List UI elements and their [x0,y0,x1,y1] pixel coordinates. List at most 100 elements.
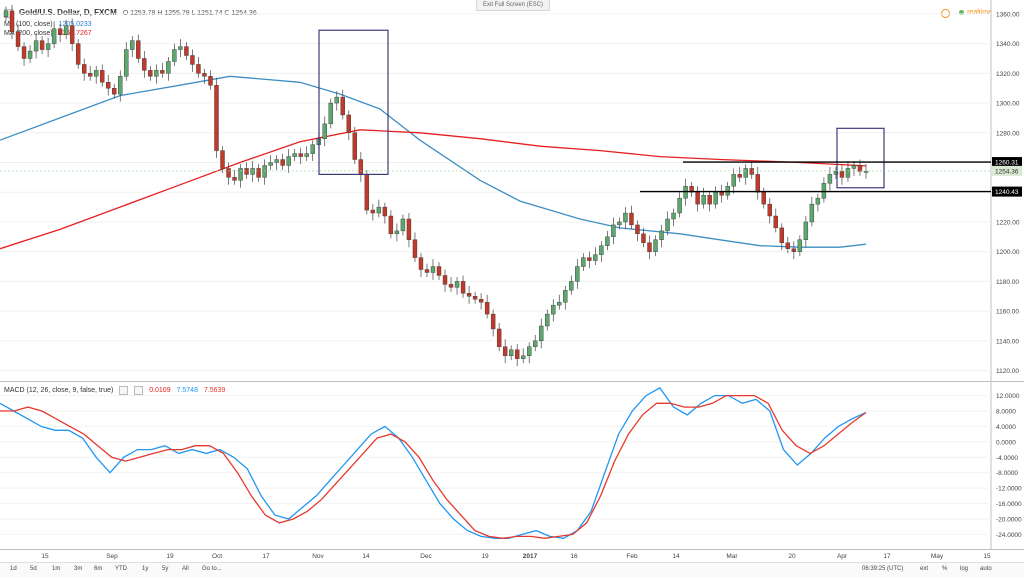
candle-body [33,40,39,52]
ma100-value: 1205.0233 [58,21,92,28]
macd-line [0,387,867,539]
candle-body [39,40,45,50]
auto-toggle[interactable]: auto [980,566,992,572]
exit-full-screen-button[interactable]: Exit Full Screen (ESC) [476,0,550,11]
time-axis-label: 17 [262,553,270,560]
tf-1m[interactable]: 1m [52,566,61,572]
candle-body [412,239,418,258]
candle-body [460,281,466,294]
hide-icon[interactable] [134,386,144,395]
ext-toggle[interactable]: ext [920,566,929,572]
candle-body [340,96,345,116]
candle-body [743,168,748,178]
tf-5y[interactable]: 5y [162,566,169,572]
highlight-box [836,127,885,189]
candle-body [755,174,760,193]
candle-body [202,73,207,77]
tf-all[interactable]: All [182,566,189,572]
time-axis-label: Sep [106,553,118,560]
bottom-toolbar: 1d 5d 1m 3m 6m YTD 1y 5y All Go to... 06… [0,562,1024,577]
ma100-label[interactable]: MA (100, close) [4,21,53,28]
price-tick-label: 1180.00 [996,279,1019,286]
time-axis-label: 17 [883,553,891,560]
candle-body [725,186,730,196]
time-axis-label: 14 [672,553,680,560]
candle-body [184,46,189,56]
macd-label[interactable]: MACD (12, 26, close, 9, false, true) [4,387,114,395]
price-tick-label: 1360.00 [996,11,1020,18]
candle-body [286,156,291,166]
candle-body [785,242,791,249]
price-chart[interactable]: 1360.00 1340.00 1320.00 1300.00 1280.00 1260.… [0,0,1024,562]
candle-body [27,50,33,59]
candle-body [749,168,754,175]
status-dot-icon [959,9,965,15]
time-axis-label: 16 [570,553,578,560]
candle-body [388,215,394,235]
candle-body [21,46,27,59]
candle-body [448,284,454,288]
candle-body [719,192,724,196]
price-tick-label: 1320.00 [996,71,1020,78]
price-tick-label: 1280.00 [996,130,1020,137]
candle-body [3,10,9,18]
tf-1d[interactable]: 1d [10,566,17,572]
candle-body [130,40,135,50]
macd-hist-value: 0.0109 [149,387,171,395]
candle-body [370,209,376,214]
tf-5d[interactable]: 5d [30,566,37,572]
candle-body [268,162,273,166]
utc-clock[interactable]: 06:39:25 (UTC) [862,566,904,572]
candle-body [280,159,285,166]
ma200-label[interactable]: MA (200, close) [4,30,53,37]
tf-3m[interactable]: 3m [74,566,83,572]
price-tick-label: 1340.00 [996,41,1020,48]
realtime-indicator[interactable]: realtime [959,9,992,16]
candle-body [322,123,327,139]
candle-body [9,10,15,32]
highlight-box [318,29,389,175]
candle-body [737,174,742,178]
candle-body [118,76,123,95]
percent-toggle[interactable]: % [942,566,948,572]
candle-body [220,150,225,169]
tf-6m[interactable]: 6m [94,566,103,572]
price-badge-bg [992,186,1022,197]
tf-1y[interactable]: 1y [142,566,149,572]
candle-body [761,192,766,205]
candle-body [490,313,496,330]
candle-body [274,159,279,163]
candle-body [298,153,303,157]
price-tick-label: 1140.00 [996,338,1019,345]
price-badge: 1254.36 [992,165,1022,176]
candle-body [214,85,219,151]
candle-body [539,325,544,342]
go-to-button[interactable]: Go to... [202,566,222,572]
candle-body [256,168,261,178]
candle-body [665,218,670,232]
macd-tick-label: -4.0000 [996,455,1018,462]
price-badge-bg [992,157,1022,168]
log-toggle[interactable]: log [960,566,969,572]
price-tick-label: 1160.00 [996,309,1019,316]
candle-body [244,168,249,175]
time-axis-label: Nov [312,553,324,560]
macd-tick-label: -24.0000 [996,532,1022,539]
candle-body [142,58,147,71]
candle-body [57,28,63,35]
time-axis-label: Feb [626,553,638,560]
candle-body [851,165,857,169]
symbol-title: Gold/U.S. Dollar, D, FXCM [18,8,117,17]
candle-body [352,132,358,160]
candle-body [196,64,201,74]
candle-body [63,25,69,35]
candle-body [653,239,658,252]
tf-ytd[interactable]: YTD [115,566,127,572]
candle-body [208,76,213,86]
settings-icon[interactable] [119,386,129,395]
price-tick-label: 1300.00 [996,101,1020,108]
price-badge-text: 1240.43 [995,189,1019,196]
time-axis-label: Dec [420,553,432,560]
candle-body [69,25,75,44]
price-tick-label: 1200.00 [996,249,1020,256]
